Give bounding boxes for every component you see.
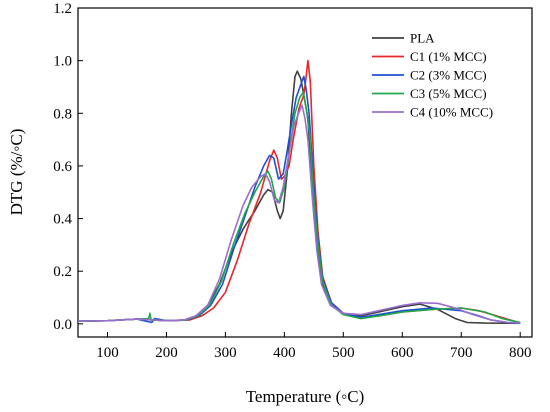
x-tick-label: 400 [273, 345, 296, 361]
legend-label: C1 (1% MCC) [410, 49, 487, 64]
y-tick-label: 1.0 [53, 54, 72, 70]
y-tick-label: 1.2 [53, 1, 72, 17]
x-axis-title: Temperature (◦C) [246, 387, 365, 406]
legend-label: PLA [410, 31, 435, 46]
y-tick-label: 0.6 [53, 159, 72, 175]
y-tick-label: 0.8 [53, 106, 72, 122]
x-tick-label: 600 [391, 345, 414, 361]
x-axis-ticks: 100 200 300 400 500 600 700 800 [96, 332, 531, 361]
series-layer [77, 59, 521, 325]
legend-label: C4 (10% MCC) [410, 105, 493, 120]
legend: PLA C1 (1% MCC) C2 (3% MCC) C3 (5% MCC) C4 (… [372, 31, 493, 120]
x-tick-label: 800 [509, 345, 532, 361]
legend-label: C2 (3% MCC) [410, 68, 487, 83]
series-line-5 [77, 104, 521, 324]
y-tick-label: 0.4 [53, 212, 72, 228]
x-tick-label: 100 [96, 345, 119, 361]
y-axis-title: DTG (%/◦C) [7, 129, 26, 216]
x-tick-label: 500 [332, 345, 355, 361]
x-tick-label: 300 [214, 345, 237, 361]
y-tick-label: 0.2 [53, 264, 72, 280]
legend-label: C3 (5% MCC) [410, 86, 487, 101]
y-axis-ticks: 0.0 0.2 0.4 0.6 0.8 1.0 1.2 [53, 1, 83, 333]
y-tick-label: 0.0 [53, 317, 72, 333]
series-line-4 [77, 91, 521, 324]
x-tick-label: 700 [450, 345, 473, 361]
plot-frame [77, 7, 533, 338]
x-tick-label: 200 [155, 345, 178, 361]
